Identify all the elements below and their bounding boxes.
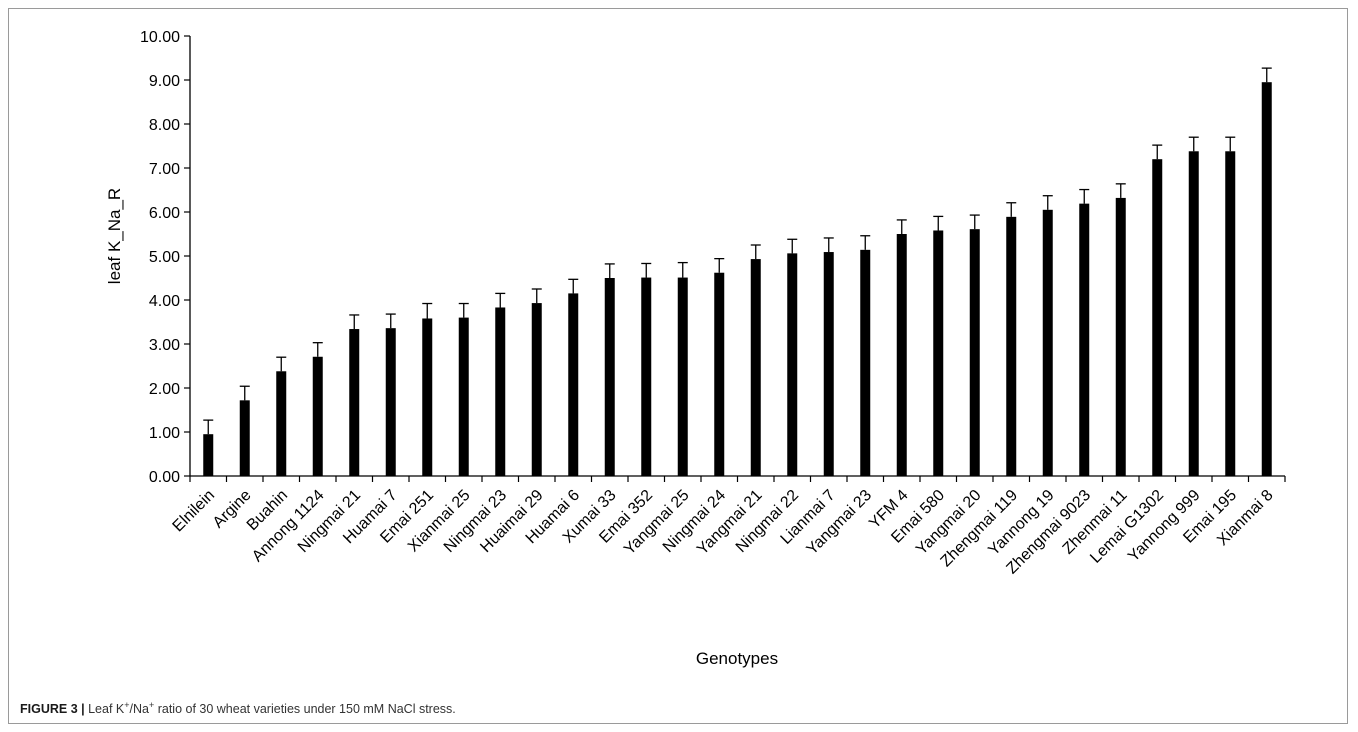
bar <box>312 356 323 476</box>
bar <box>1006 216 1017 476</box>
caption-part: /Na <box>129 702 149 717</box>
bar <box>276 371 287 476</box>
bar <box>677 277 688 476</box>
bar <box>750 259 761 476</box>
bar <box>1115 197 1126 477</box>
bar <box>604 278 615 476</box>
bar <box>1079 203 1090 476</box>
x-tick-label: Elnilein <box>170 487 219 536</box>
bar <box>203 434 214 476</box>
caption-superscript: + <box>148 700 155 710</box>
bar <box>1261 82 1272 476</box>
bar <box>896 234 907 476</box>
bar <box>495 307 506 476</box>
y-tick-label: 1.00 <box>149 425 180 442</box>
bar <box>933 230 944 476</box>
y-axis-title: leaf K_Na_R <box>105 188 124 284</box>
bar <box>860 249 871 476</box>
y-tick-label: 7.00 <box>149 161 180 178</box>
bar-chart: 0.00 1.00 2.00 3.00 4.00 5.00 6.00 7.00 8.00 9.00… <box>105 29 1286 668</box>
y-tick-label: 8.00 <box>149 117 180 134</box>
bar <box>349 329 360 476</box>
bar <box>1152 159 1163 476</box>
bar <box>641 277 652 476</box>
bar <box>568 293 579 476</box>
y-tick-label: 6.00 <box>149 205 180 222</box>
y-tick-label: 5.00 <box>149 249 180 266</box>
bar <box>239 400 250 476</box>
y-tick-label: 2.00 <box>149 381 180 398</box>
y-tick-label: 0.00 <box>149 469 180 486</box>
figure-label: FIGURE 3 | <box>20 702 85 717</box>
bar <box>422 318 433 476</box>
bar <box>823 252 834 476</box>
figure-caption: FIGURE 3 | Leaf K+/Na+ ratio of 30 wheat… <box>20 700 456 716</box>
bar <box>969 229 980 476</box>
y-tick-label: 4.00 <box>149 293 180 310</box>
figure-frame <box>8 8 1348 724</box>
y-tick-label: 3.00 <box>149 337 180 354</box>
caption-superscript: + <box>124 700 130 710</box>
x-axis-title: Genotypes <box>696 649 778 668</box>
y-tick-label: 9.00 <box>149 73 180 90</box>
caption-part: ratio of 30 wheat varieties under 150 mM… <box>154 702 456 717</box>
bar <box>531 303 542 476</box>
bar <box>787 253 798 476</box>
y-tick-label: 10.00 <box>140 29 180 46</box>
bar <box>385 328 396 476</box>
bar <box>1188 151 1199 476</box>
bar <box>1042 209 1053 477</box>
bar <box>714 272 725 476</box>
caption-part: Leaf K <box>88 702 125 717</box>
bar <box>1225 151 1236 476</box>
bar <box>458 317 469 476</box>
plot-area: 0.00 1.00 2.00 3.00 4.00 5.00 6.00 7.00 8.00 9.00… <box>140 29 1286 577</box>
